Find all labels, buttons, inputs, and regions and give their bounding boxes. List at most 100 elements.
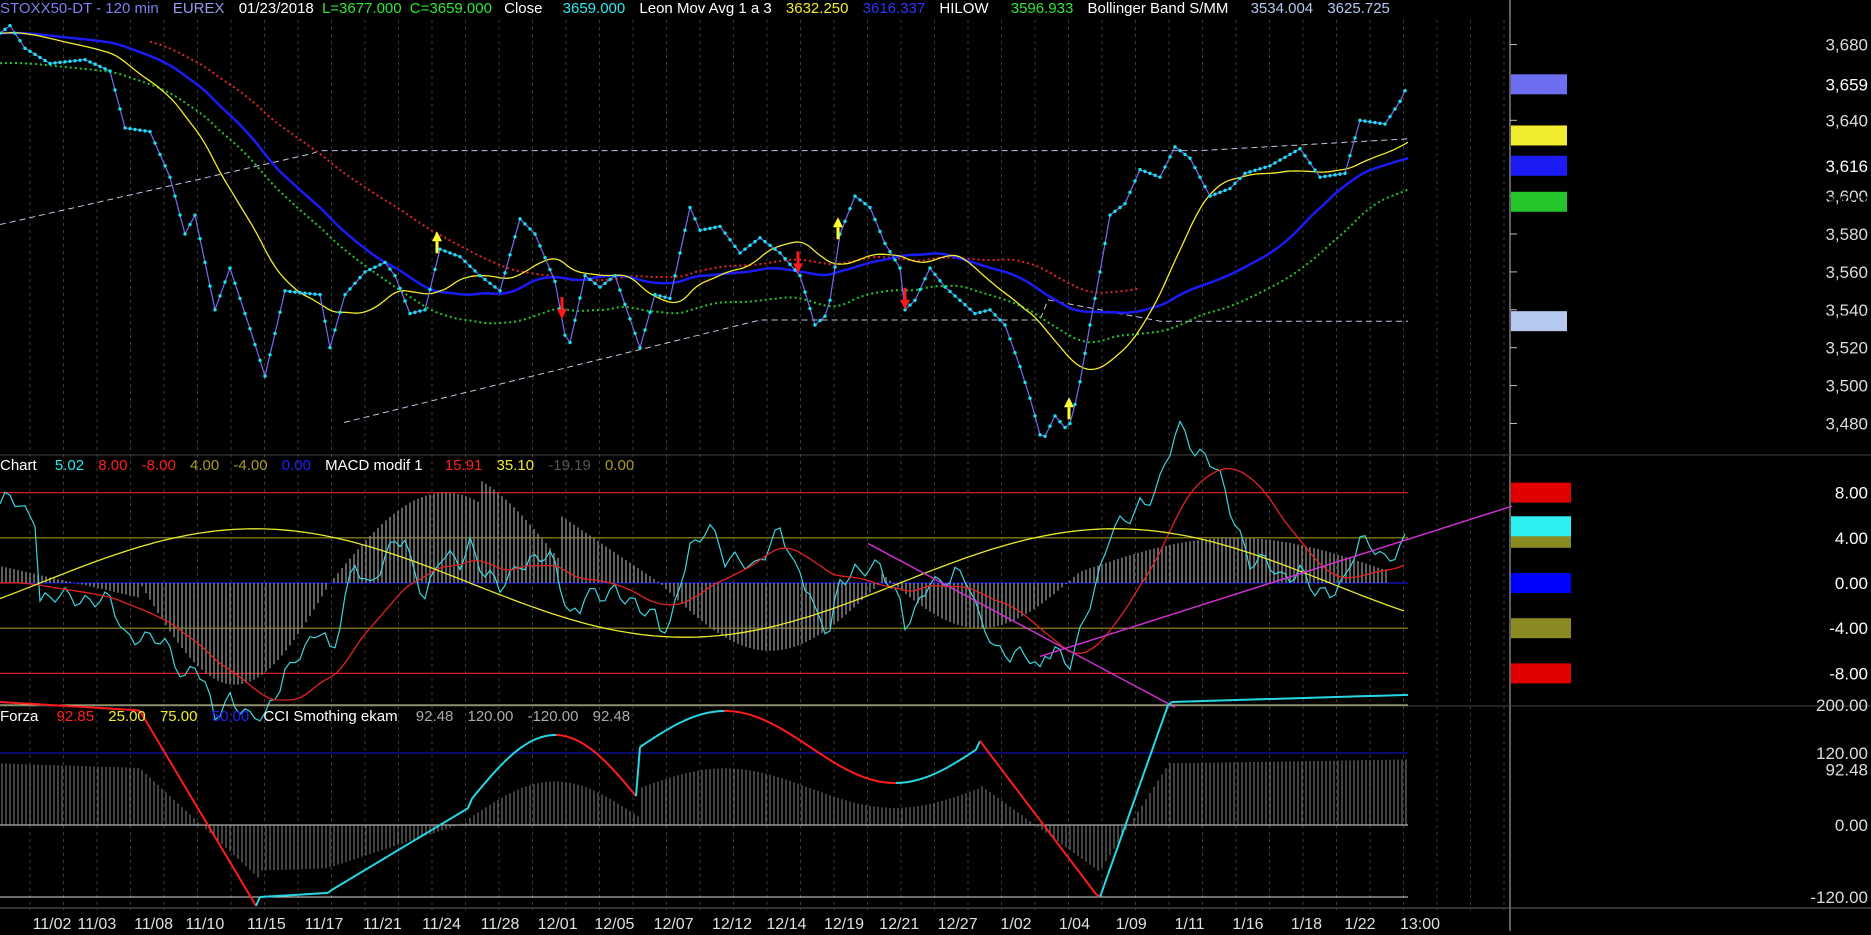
price-point-243 xyxy=(1213,193,1216,196)
price-point-69 xyxy=(343,293,346,296)
cci-line-seg-118 xyxy=(468,799,472,809)
cci-line-seg-173 xyxy=(688,717,692,719)
price-point-206 xyxy=(1028,397,1031,400)
cci-line-seg-217 xyxy=(864,777,868,778)
cci-line-seg-44 xyxy=(172,765,176,772)
price-point-7 xyxy=(33,53,36,56)
cci-line-seg-193 xyxy=(768,722,772,724)
price-point-200 xyxy=(998,318,1001,321)
price-point-54 xyxy=(268,353,271,356)
cci-line-seg-189 xyxy=(752,715,756,716)
symbol-label: STOXX50-DT - 120 min xyxy=(0,0,159,17)
price-point-86 xyxy=(428,288,431,291)
cci-line-seg-107 xyxy=(424,832,428,834)
cci-line-seg-61 xyxy=(240,879,244,886)
price-point-100 xyxy=(498,289,501,292)
forza-label: Forza xyxy=(0,708,38,725)
price-point-32 xyxy=(158,153,161,156)
price-point-53 xyxy=(263,374,266,377)
cci-line-seg-168 xyxy=(668,727,672,729)
cci-line-seg-135 xyxy=(536,738,540,740)
cci-line-seg-47 xyxy=(184,785,188,792)
price-point-144 xyxy=(718,225,721,228)
cci-line-seg-156 xyxy=(620,777,624,782)
price-point-108 xyxy=(538,244,541,247)
price-point-281 xyxy=(1403,89,1406,92)
exchange-label: EUREX xyxy=(173,0,225,17)
price-point-129 xyxy=(643,328,646,331)
macd-indicator-label: MACD modif 1 xyxy=(325,457,423,474)
cci-line-seg-249 xyxy=(992,757,996,762)
price-point-64 xyxy=(318,293,321,296)
price-point-278 xyxy=(1388,115,1391,118)
cci-line-seg-114 xyxy=(452,815,456,817)
cci-line-seg-122 xyxy=(484,779,488,784)
price-point-174 xyxy=(868,206,871,209)
cci-line-seg-198 xyxy=(788,733,792,735)
cci-line-seg-51 xyxy=(200,812,204,819)
cci-line-seg-164 xyxy=(652,737,656,740)
cci-line-seg-210 xyxy=(836,764,840,766)
cci-line-seg-137 xyxy=(544,736,548,737)
price-point-83 xyxy=(413,311,416,314)
cci-line-seg-272 xyxy=(1084,878,1088,883)
price-point-152 xyxy=(758,236,761,239)
macd-m4: 0.00 xyxy=(605,457,634,474)
price-point-97 xyxy=(483,278,486,281)
price-point-1 xyxy=(3,28,6,31)
price-point-142 xyxy=(708,227,711,230)
cci-line-seg-267 xyxy=(1064,852,1068,857)
price-point-81 xyxy=(403,299,406,302)
price-point-245 xyxy=(1223,189,1226,192)
price-point-193 xyxy=(963,303,966,306)
price-point-116 xyxy=(578,296,581,299)
price-point-260 xyxy=(1298,147,1301,150)
price-point-178 xyxy=(888,250,891,253)
bollinger-value1: 3534.004 xyxy=(1251,0,1314,17)
x-tick-label-0: 11/02 xyxy=(33,916,72,931)
price-point-139 xyxy=(693,217,696,220)
price-point-157 xyxy=(783,257,786,260)
price-point-197 xyxy=(983,309,986,312)
price-point-217 xyxy=(1083,352,1086,355)
price-point-182 xyxy=(908,303,911,306)
cci-line-seg-257 xyxy=(1024,799,1028,804)
cci-line-seg-60 xyxy=(236,872,240,879)
x-tick-label-15: 12/21 xyxy=(879,916,919,931)
cci-line-seg-202 xyxy=(804,743,808,746)
cci-line-seg-116 xyxy=(460,811,464,813)
cci-line-seg-256 xyxy=(1020,794,1024,799)
cci-line-seg-287 xyxy=(1144,762,1148,773)
cci-line-seg-190 xyxy=(756,717,760,719)
price-point-219 xyxy=(1093,297,1096,300)
cci-line-seg-292 xyxy=(1164,705,1168,716)
price-point-231 xyxy=(1153,174,1156,177)
price-point-138 xyxy=(688,206,691,209)
price-point-114 xyxy=(568,341,571,344)
price-right-badge-3 xyxy=(1511,192,1567,212)
price-point-258 xyxy=(1288,153,1291,156)
price-point-155 xyxy=(773,247,776,250)
price-point-115 xyxy=(573,319,576,322)
price-point-239 xyxy=(1193,166,1196,169)
cci-line-seg-242 xyxy=(964,755,968,758)
price-point-65 xyxy=(323,319,326,322)
cci-line-seg-96 xyxy=(380,859,384,861)
cci-line-seg-84 xyxy=(332,887,336,889)
cci-line-seg-100 xyxy=(396,849,400,851)
price-point-29 xyxy=(143,129,146,132)
price-point-252 xyxy=(1258,167,1261,170)
cci-line-seg-147 xyxy=(584,744,588,747)
price-point-146 xyxy=(728,238,731,241)
price-point-187 xyxy=(933,273,936,276)
cci-line-seg-143 xyxy=(568,737,572,738)
price-point-133 xyxy=(663,295,666,298)
price-point-44 xyxy=(218,294,221,297)
cci-line-seg-255 xyxy=(1016,789,1020,794)
macd-level-badge-4 xyxy=(1511,663,1571,683)
price-point-271 xyxy=(1353,136,1356,139)
price-tick-label-6: 3,520 xyxy=(1825,339,1868,358)
price-point-135 xyxy=(673,274,676,277)
price-point-63 xyxy=(313,292,316,295)
cci-line-seg-112 xyxy=(444,820,448,822)
